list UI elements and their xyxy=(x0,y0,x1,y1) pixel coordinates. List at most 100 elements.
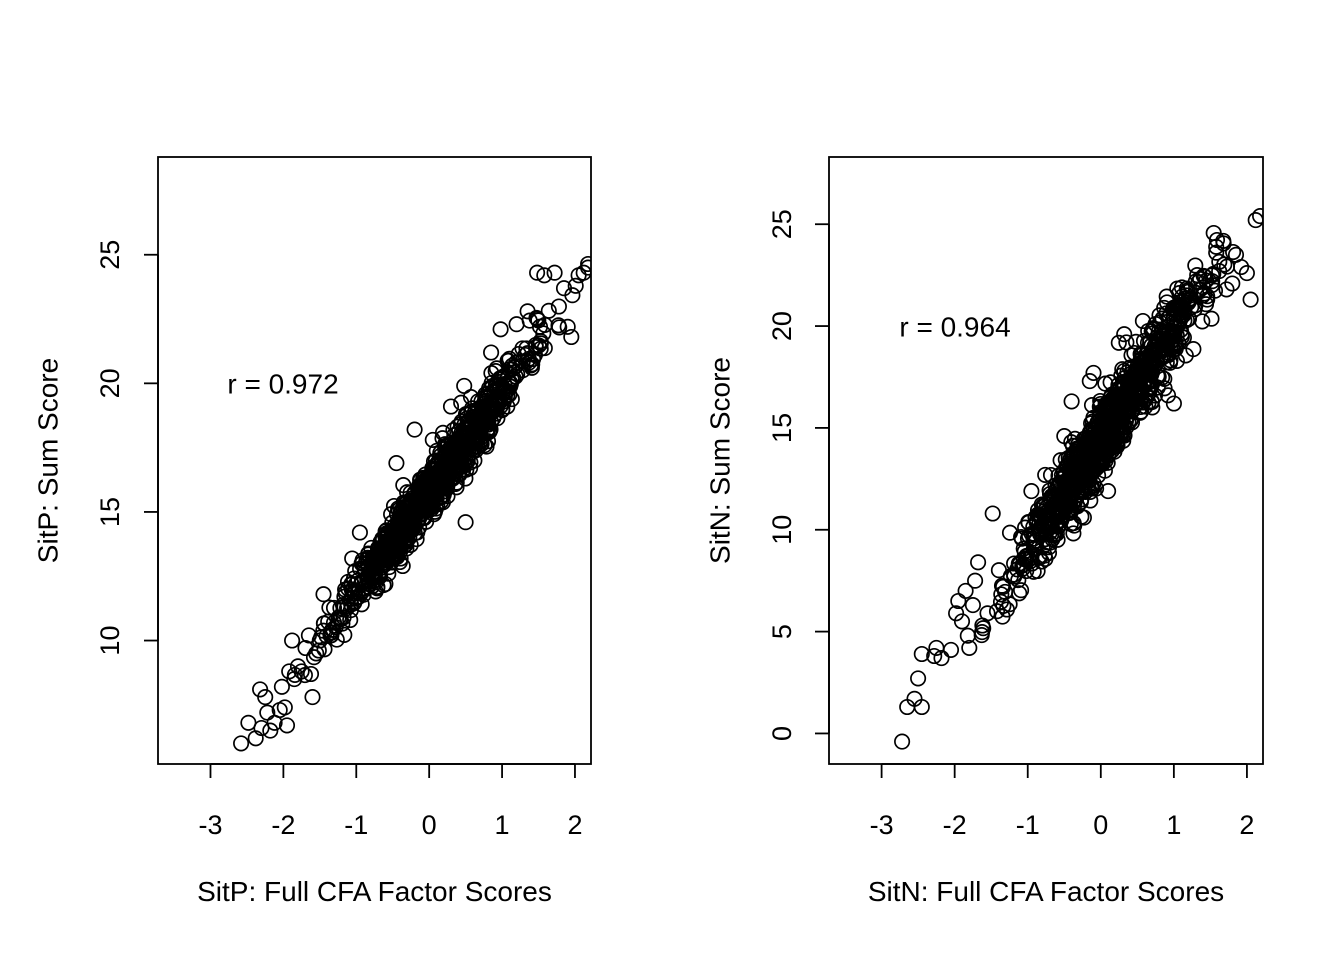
scatter-points xyxy=(894,208,1263,750)
data-point xyxy=(1225,243,1242,261)
data-point xyxy=(257,689,274,706)
data-point xyxy=(1013,528,1030,546)
data-point xyxy=(1056,468,1073,486)
x-tick-label: -1 xyxy=(1016,810,1040,840)
plot-frame xyxy=(828,156,1264,765)
data-point xyxy=(910,670,927,687)
data-point xyxy=(424,431,441,448)
data-point xyxy=(1173,297,1190,314)
data-point xyxy=(491,371,508,388)
data-point xyxy=(395,494,412,511)
data-point xyxy=(546,264,563,281)
x-tick-label: 0 xyxy=(1093,810,1108,840)
data-point xyxy=(503,391,520,408)
data-point xyxy=(315,615,332,632)
data-point xyxy=(988,603,1006,620)
data-point xyxy=(470,412,487,429)
correlation-annotation: r = 0.972 xyxy=(227,368,338,399)
x-axis-title: SitN: Full CFA Factor Scores xyxy=(868,876,1224,907)
y-tick-label: 20 xyxy=(95,368,125,398)
x-tick-label: -2 xyxy=(943,810,967,840)
data-point xyxy=(1211,263,1228,280)
data-point xyxy=(942,641,960,658)
data-point xyxy=(1110,334,1127,351)
y-tick-label: 25 xyxy=(95,240,125,270)
x-tick-label: -3 xyxy=(870,810,894,840)
data-point xyxy=(1090,417,1108,434)
data-point xyxy=(580,259,591,276)
data-point xyxy=(1133,369,1150,386)
data-point xyxy=(1224,275,1241,292)
data-point xyxy=(1010,572,1027,589)
data-point xyxy=(1116,370,1133,387)
data-point xyxy=(1033,517,1050,534)
data-point xyxy=(418,513,435,530)
data-point xyxy=(1040,519,1057,536)
data-point xyxy=(1196,285,1213,302)
data-point xyxy=(344,550,361,567)
data-point xyxy=(913,698,930,716)
data-point xyxy=(325,599,343,616)
data-point xyxy=(1135,362,1152,379)
data-point xyxy=(284,632,301,649)
x-tick-label: 1 xyxy=(1166,810,1181,840)
data-point xyxy=(1100,483,1117,500)
data-point xyxy=(406,421,423,438)
data-point xyxy=(550,298,567,315)
data-point xyxy=(959,627,976,644)
data-point xyxy=(1159,387,1177,404)
data-point xyxy=(397,517,414,534)
data-point xyxy=(1108,394,1125,411)
data-point xyxy=(233,735,250,752)
data-point xyxy=(413,490,430,507)
data-point xyxy=(429,484,446,501)
data-point xyxy=(339,599,356,617)
data-point xyxy=(1165,395,1182,412)
data-point xyxy=(913,645,930,663)
y-axis-title: SitN: Sum Score xyxy=(704,357,735,564)
data-point xyxy=(442,398,460,415)
data-point xyxy=(305,649,323,666)
data-point xyxy=(388,455,405,472)
data-point xyxy=(289,658,307,675)
data-point xyxy=(1132,403,1150,420)
data-point xyxy=(1065,525,1082,542)
data-point xyxy=(1203,310,1220,327)
data-point xyxy=(1168,301,1185,318)
data-point xyxy=(450,466,467,483)
data-point xyxy=(1242,291,1259,308)
data-point xyxy=(1073,447,1090,464)
data-point xyxy=(1142,379,1159,396)
data-point xyxy=(1021,551,1038,568)
data-point xyxy=(1069,458,1086,475)
data-point xyxy=(483,344,500,361)
data-point xyxy=(1063,501,1080,518)
data-point xyxy=(492,321,509,338)
data-point xyxy=(506,359,523,376)
data-point xyxy=(995,578,1012,595)
data-point xyxy=(1081,373,1098,390)
data-point xyxy=(273,678,290,695)
data-point xyxy=(1043,487,1060,505)
data-point xyxy=(984,505,1001,522)
y-tick-label: 25 xyxy=(767,209,797,239)
data-point xyxy=(496,376,513,393)
data-point xyxy=(300,627,317,644)
data-point xyxy=(1034,538,1051,555)
data-point xyxy=(293,663,310,680)
data-point xyxy=(1166,334,1183,351)
data-point xyxy=(1116,326,1133,343)
data-point xyxy=(488,360,505,377)
data-point xyxy=(473,393,490,410)
data-point xyxy=(1211,253,1228,270)
data-point xyxy=(1247,212,1263,229)
data-point xyxy=(487,397,504,414)
data-point xyxy=(366,567,383,584)
data-point xyxy=(994,608,1011,625)
data-point xyxy=(926,647,943,665)
data-point xyxy=(1094,402,1111,419)
data-point xyxy=(1093,452,1110,470)
data-point xyxy=(1053,466,1071,483)
data-point xyxy=(1120,413,1137,430)
data-point xyxy=(1116,362,1133,379)
